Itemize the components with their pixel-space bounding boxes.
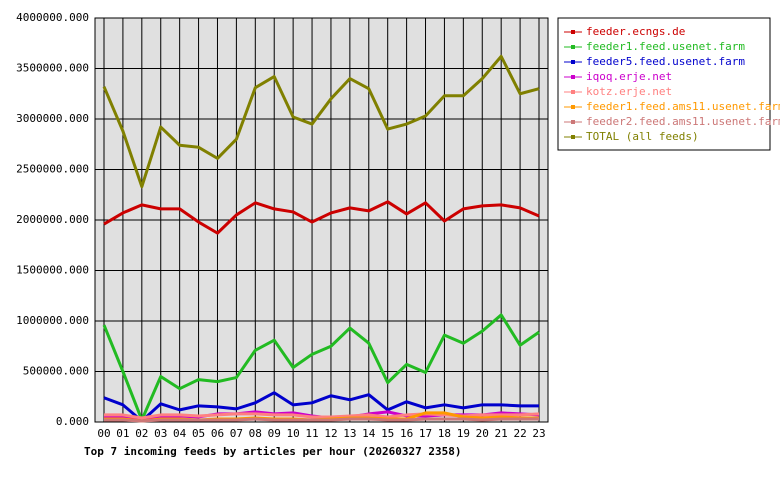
x-tick-label: 23 xyxy=(532,427,545,440)
legend-label: feeder2.feed.ams11.usenet.farm xyxy=(586,115,780,128)
x-tick-label: 08 xyxy=(249,427,262,440)
x-tick-label: 17 xyxy=(419,427,432,440)
legend-label: iqoq.erje.net xyxy=(586,70,672,83)
x-tick-label: 12 xyxy=(324,427,337,440)
legend-label: feeder1.feed.usenet.farm xyxy=(586,40,745,53)
x-tick-label: 18 xyxy=(438,427,451,440)
y-tick-label: 1000000.000 xyxy=(16,314,89,327)
legend-label: kotz.erje.net xyxy=(586,85,672,98)
x-tick-label: 07 xyxy=(230,427,243,440)
legend-key-dot xyxy=(571,30,575,34)
legend-label: feeder.ecngs.de xyxy=(586,25,685,38)
y-tick-label: 500000.000 xyxy=(23,365,89,378)
chart-title: Top 7 incoming feeds by articles per hou… xyxy=(84,445,462,458)
y-tick-label: 2000000.000 xyxy=(16,213,89,226)
x-tick-label: 00 xyxy=(97,427,110,440)
y-tick-label: 1500000.000 xyxy=(16,264,89,277)
x-tick-label: 06 xyxy=(211,427,224,440)
x-tick-label: 22 xyxy=(513,427,526,440)
y-tick-label: 2500000.000 xyxy=(16,163,89,176)
legend-label: TOTAL (all feeds) xyxy=(586,130,699,143)
x-tick-label: 16 xyxy=(400,427,413,440)
series-line xyxy=(103,200,540,235)
x-tick-label: 04 xyxy=(173,427,187,440)
x-tick-label: 20 xyxy=(476,427,489,440)
y-tick-label: 4000000.000 xyxy=(16,11,89,24)
legend-key-dot xyxy=(571,90,575,94)
y-tick-label: 3500000.000 xyxy=(16,62,89,75)
series-line xyxy=(103,391,539,423)
legend-label: feeder1.feed.ams11.usenet.farm xyxy=(586,100,780,113)
legend-label: feeder5.feed.usenet.farm xyxy=(586,55,745,68)
legend-key-dot xyxy=(571,75,575,79)
x-tick-label: 02 xyxy=(135,427,148,440)
x-tick-label: 03 xyxy=(154,427,167,440)
legend-key-dot xyxy=(571,120,575,124)
x-tick-label: 14 xyxy=(362,427,376,440)
x-tick-label: 05 xyxy=(192,427,205,440)
x-tick-label: 21 xyxy=(495,427,508,440)
x-tick-label: 13 xyxy=(343,427,356,440)
series-line xyxy=(104,417,539,423)
series-line xyxy=(102,54,540,189)
legend-box xyxy=(557,17,771,151)
x-tick-label: 19 xyxy=(457,427,470,440)
x-tick-label: 01 xyxy=(116,427,129,440)
legend-key-dot xyxy=(571,135,575,139)
legend-key-dot xyxy=(571,105,575,109)
x-tick-label: 09 xyxy=(268,427,281,440)
x-tick-label: 15 xyxy=(381,427,394,440)
legend-key-dot xyxy=(571,60,575,64)
x-tick-label: 11 xyxy=(305,427,318,440)
legend-key-dot xyxy=(571,45,575,49)
y-tick-label: 3000000.000 xyxy=(16,112,89,125)
series-line xyxy=(102,313,540,422)
x-tick-label: 10 xyxy=(287,427,300,440)
y-tick-label: 0.000 xyxy=(56,415,89,428)
